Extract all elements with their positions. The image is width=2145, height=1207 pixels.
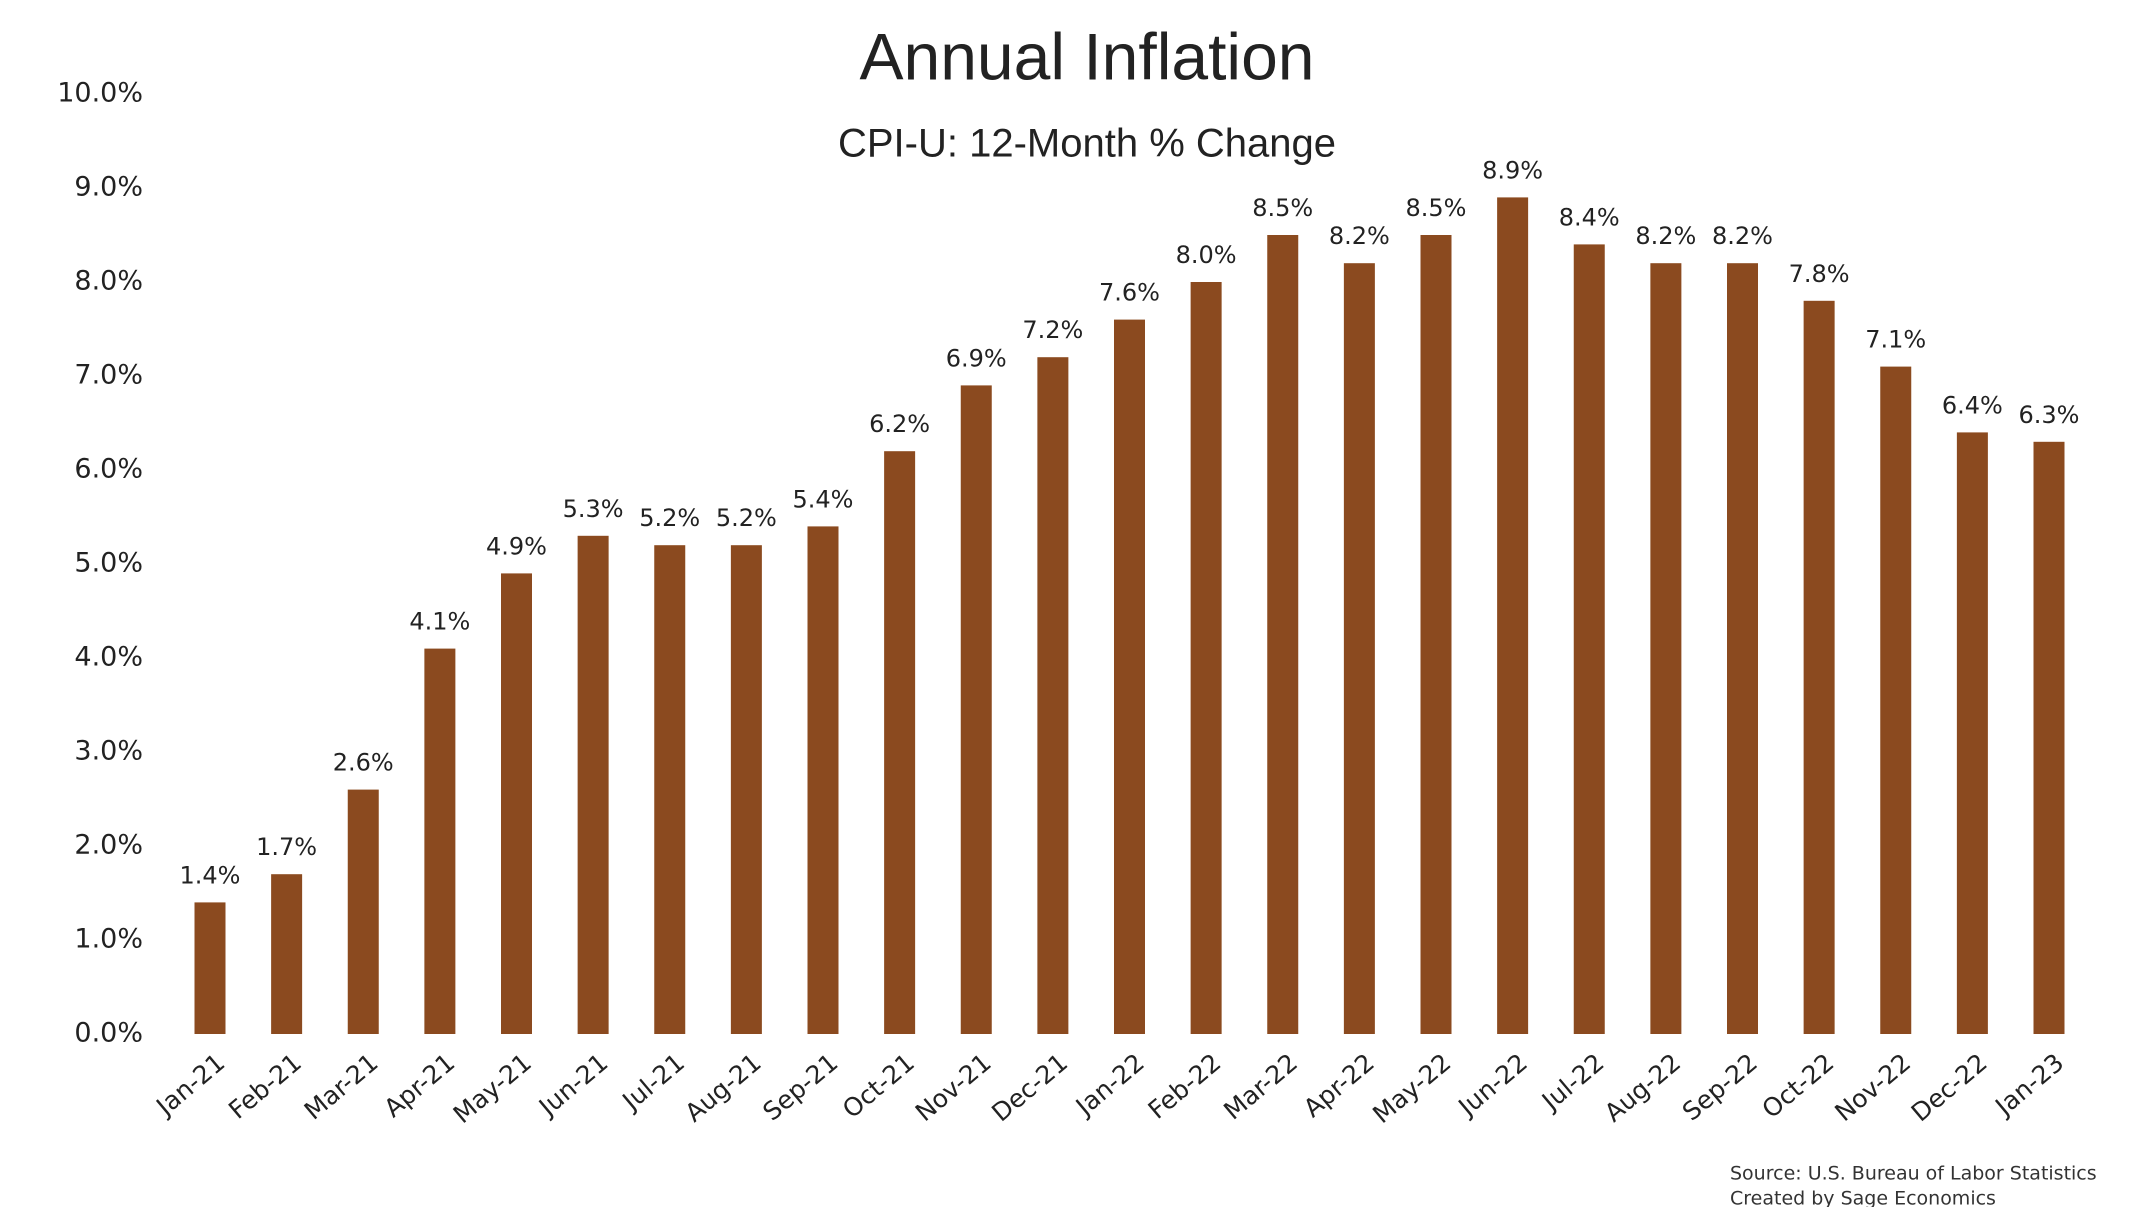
y-tick-label: 0.0% (74, 1018, 143, 1049)
value-label: 8.2% (1329, 222, 1390, 250)
bar (654, 545, 686, 1034)
y-tick-label: 5.0% (74, 548, 143, 579)
x-tick-label: Oct-22 (1756, 1048, 1839, 1124)
value-label: 2.6% (333, 749, 394, 777)
x-tick-label: Aug-21 (679, 1048, 766, 1128)
credit-note: Created by Sage Economics (1730, 1188, 1996, 1207)
x-tick-label: May-22 (1367, 1048, 1456, 1129)
x-tick-label: Jun-22 (1452, 1048, 1533, 1123)
bar (194, 902, 226, 1034)
chart-title: Annual Inflation (859, 19, 1314, 93)
bar (501, 573, 532, 1034)
bar (730, 545, 762, 1034)
value-label: 8.4% (1559, 203, 1620, 231)
source-note: Source: U.S. Bureau of Labor Statistics (1730, 1163, 2097, 1185)
value-label: 8.0% (1176, 241, 1237, 269)
x-tick-label: Dec-21 (986, 1048, 1073, 1128)
y-tick-label: 3.0% (74, 736, 143, 767)
bar (1114, 319, 1145, 1035)
bar (1190, 282, 1222, 1034)
bar (1803, 300, 1835, 1034)
x-tick-label: Sep-21 (757, 1048, 843, 1127)
value-label: 4.1% (409, 608, 470, 636)
bar (884, 451, 916, 1034)
value-label: 8.2% (1635, 222, 1696, 250)
x-tick-label: Mar-22 (1218, 1048, 1303, 1126)
bar (1497, 197, 1529, 1034)
bar (1573, 244, 1605, 1034)
y-tick-label: 4.0% (74, 642, 143, 673)
x-tick-label: Feb-22 (1143, 1048, 1227, 1125)
value-label: 1.7% (256, 833, 317, 861)
bar (577, 535, 609, 1034)
bar (424, 648, 456, 1034)
y-tick-label: 6.0% (74, 454, 143, 485)
bar (1880, 366, 1912, 1035)
bar (807, 526, 839, 1034)
x-tick-label: Sep-22 (1677, 1048, 1763, 1127)
y-tick-label: 10.0% (57, 78, 143, 109)
bar (1037, 357, 1069, 1034)
y-tick-label: 8.0% (74, 266, 143, 297)
value-label: 7.2% (1022, 316, 1083, 344)
value-label: 1.4% (180, 861, 241, 889)
bar (2033, 441, 2065, 1034)
bar (271, 874, 303, 1034)
value-label: 5.4% (793, 485, 854, 513)
x-tick-label: Dec-22 (1906, 1048, 1993, 1128)
value-label: 7.8% (1789, 260, 1850, 288)
value-label: 5.2% (639, 504, 700, 532)
bar (1420, 235, 1452, 1034)
value-label: 6.9% (946, 344, 1007, 372)
x-tick-label: Jul-21 (616, 1048, 691, 1117)
value-label: 6.3% (2019, 401, 2080, 429)
x-tick-label: Aug-22 (1599, 1048, 1686, 1128)
x-tick-label: Oct-21 (837, 1048, 920, 1124)
bar (347, 789, 379, 1034)
y-tick-label: 1.0% (74, 924, 143, 955)
x-tick-label: Feb-21 (223, 1048, 307, 1125)
x-tick-label: Jun-21 (532, 1048, 613, 1123)
x-tick-label: Jan-23 (1988, 1048, 2069, 1123)
y-tick-label: 9.0% (74, 172, 143, 203)
x-tick-label: May-21 (448, 1048, 537, 1129)
bar (1727, 263, 1758, 1034)
x-tick-label: Jan-21 (149, 1048, 230, 1123)
x-tick-label: Nov-22 (1829, 1048, 1916, 1127)
value-label: 7.1% (1865, 326, 1926, 354)
bar (1650, 263, 1682, 1034)
x-tick-label: Apr-22 (1298, 1048, 1380, 1123)
chart-subtitle: CPI-U: 12-Month % Change (838, 122, 1336, 166)
value-label: 8.5% (1406, 194, 1467, 222)
value-label: 8.9% (1482, 156, 1543, 184)
bar (960, 385, 992, 1034)
bar (1956, 432, 1988, 1034)
value-label: 8.5% (1252, 194, 1313, 222)
value-label: 6.2% (869, 410, 930, 438)
value-label: 5.3% (563, 495, 624, 523)
y-tick-label: 2.0% (74, 830, 143, 861)
bar (1267, 235, 1299, 1034)
value-label: 5.2% (716, 504, 777, 532)
x-tick-label: Jan-22 (1069, 1048, 1150, 1123)
value-label: 6.4% (1942, 391, 2003, 419)
value-label: 7.6% (1099, 279, 1160, 307)
x-tick-label: Mar-21 (299, 1048, 384, 1126)
value-label: 8.2% (1712, 222, 1773, 250)
value-label: 4.9% (486, 532, 547, 560)
x-tick-label: Jul-22 (1535, 1048, 1610, 1117)
bar (1343, 263, 1375, 1034)
x-tick-label: Nov-21 (910, 1048, 997, 1127)
x-tick-label: Apr-21 (378, 1048, 460, 1123)
y-tick-label: 7.0% (74, 360, 143, 391)
